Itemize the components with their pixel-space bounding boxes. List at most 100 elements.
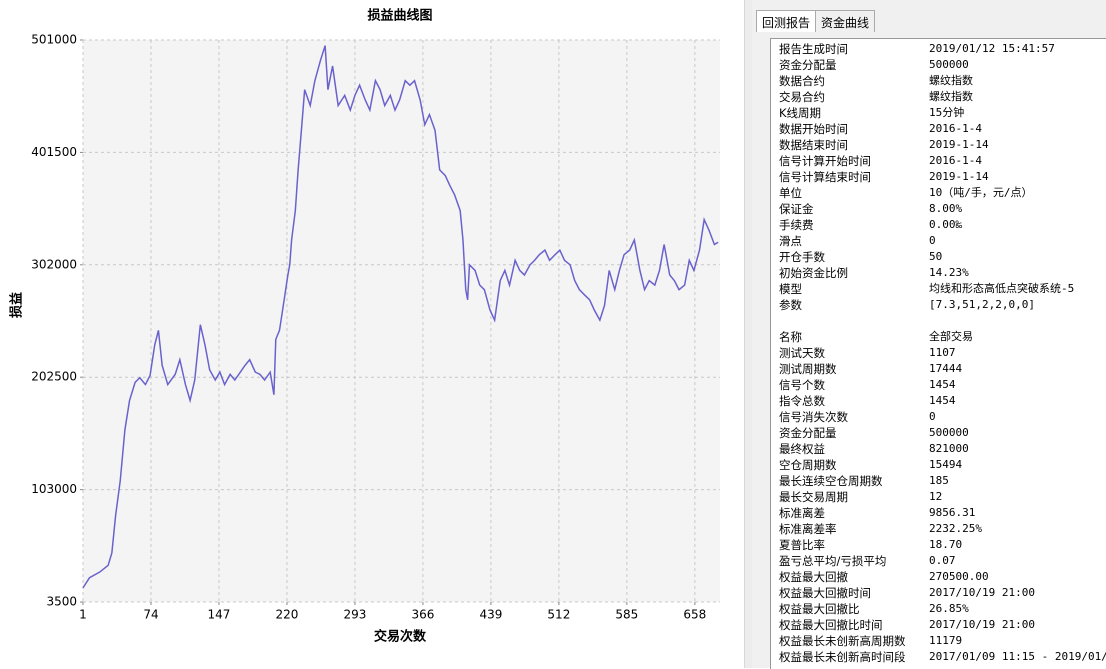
report-value: 螺纹指数	[929, 90, 973, 103]
report-key: 测试天数	[779, 346, 825, 360]
x-axis-label: 交易次数	[374, 629, 427, 645]
report-key: 标准离差	[779, 506, 825, 520]
report-value: 2232.25%	[929, 522, 982, 535]
report-value: 0	[929, 234, 936, 247]
x-tick-label: 293	[343, 608, 366, 622]
splitter[interactable]	[744, 0, 753, 668]
report-key: 数据结束时间	[779, 138, 848, 152]
report-value: [7.3,51,2,2,0,0]	[929, 298, 1035, 311]
report-key: 权益最大回撤比	[779, 602, 860, 616]
report-key: 权益最大回撤时间	[779, 586, 871, 600]
report-key: 单位	[779, 186, 802, 200]
x-tick-label: 1	[79, 608, 87, 622]
report-value: 1107	[929, 346, 956, 359]
report-value: 0	[929, 410, 936, 423]
report-key: 标准离差率	[779, 522, 837, 536]
report-value: 9856.31	[929, 506, 976, 519]
report-value: 2019-1-14	[929, 138, 989, 151]
report-key: 指令总数	[779, 394, 825, 408]
report-value: 0.00‰	[929, 218, 963, 231]
report-key: 最长连续空仓周期数	[779, 474, 883, 488]
report-value: 0.07	[929, 554, 956, 567]
report-key: 报告生成时间	[779, 42, 848, 56]
report-value: 821000	[929, 442, 969, 455]
y-tick-label: 3500	[46, 595, 77, 609]
x-tick-label: 585	[615, 608, 638, 622]
report-list: 报告生成时间 2019/01/12 15:41:57 资金分配量 500000 数据合约…	[770, 38, 1106, 669]
y-tick-label: 103000	[31, 482, 77, 496]
report-value: 螺纹指数	[929, 74, 973, 87]
y-axis-label: 损益	[9, 292, 25, 318]
report-key: 资金分配量	[779, 426, 837, 440]
y-tick-label: 202500	[31, 370, 77, 384]
report-key: 名称	[779, 330, 802, 344]
report-panel: 回测报告 资金曲线 报告生成时间 2019/01/12 15:41:57 资金分配量…	[752, 0, 1106, 669]
report-value: 2017/01/09 11:15 - 2019/01/11	[929, 650, 1106, 663]
report-key: 保证金	[779, 202, 814, 216]
x-tick-label: 147	[208, 608, 231, 622]
chart-title: 损益曲线图	[367, 8, 432, 24]
report-value: 10（吨/手，元/点）	[929, 186, 1033, 199]
report-key: 资金分配量	[779, 58, 837, 72]
tab[interactable]: 资金曲线	[815, 10, 876, 32]
x-tick-label: 439	[479, 608, 502, 622]
report-key: 最终权益	[779, 442, 825, 456]
report-key: 权益最长未创新高时间段	[779, 650, 906, 664]
report-key: 手续费	[779, 218, 814, 232]
report-key: 夏普比率	[779, 538, 825, 552]
tab[interactable]: 回测报告	[756, 10, 817, 32]
report-key: 参数	[779, 298, 802, 312]
report-key: 数据合约	[779, 74, 825, 88]
report-key: 盈亏总平均/亏损平均	[779, 554, 887, 568]
report-key: 滑点	[779, 234, 802, 248]
report-value: 50	[929, 250, 943, 263]
report-value: 2016-1-4	[929, 154, 982, 167]
report-value: 26.85%	[929, 602, 969, 615]
equity-line	[82, 45, 719, 589]
report-value: 2019-1-14	[929, 170, 989, 183]
report-key: 信号计算结束时间	[779, 170, 871, 184]
report-value: 500000	[929, 58, 969, 71]
chart: 损益曲线图 交易次数 损益 3500 103000 202500 302000 4015…	[9, 8, 720, 645]
y-tick-label: 302000	[31, 257, 77, 271]
report-key: 权益最大回撤比时间	[779, 618, 883, 632]
report-key: 信号计算开始时间	[779, 154, 871, 168]
report-value: 2019/01/12 15:41:57	[929, 42, 1055, 55]
report-value: 12	[929, 490, 943, 503]
report-value: 17444	[929, 362, 963, 375]
report-key: 初始资金比例	[779, 266, 848, 280]
report-value: 15分钟	[929, 106, 965, 119]
report-key: 信号个数	[779, 378, 825, 392]
report-key: 权益最大回撤	[779, 570, 848, 584]
report-value: 2017/10/19 21:00	[929, 618, 1035, 631]
report-value: 500000	[929, 426, 969, 439]
x-tick-label: 512	[547, 608, 570, 622]
report-key: 信号消失次数	[779, 410, 848, 424]
x-tick-label: 220	[275, 608, 298, 622]
report-key: 权益最长未创新高周期数	[779, 634, 906, 648]
report-value: 185	[929, 474, 949, 487]
report-value: 11179	[929, 634, 963, 647]
x-tick-label: 366	[411, 608, 434, 622]
x-tick-label: 74	[143, 608, 158, 622]
report-value: 14.23%	[929, 266, 969, 279]
report-value: 18.70	[929, 538, 963, 551]
report-key: 开仓手数	[779, 250, 825, 264]
report-value: 全部交易	[929, 330, 973, 343]
report-key: 交易合约	[779, 90, 825, 104]
report-key: 测试周期数	[779, 362, 837, 376]
report-value: 2017/10/19 21:00	[929, 586, 1035, 599]
report-value: 2016-1-4	[929, 122, 982, 135]
report-value: 8.00%	[929, 202, 963, 215]
report-value: 1454	[929, 394, 956, 407]
x-tick-label: 658	[683, 608, 706, 622]
plot-area	[83, 40, 720, 602]
y-tick-label: 401500	[31, 145, 77, 159]
report-key: K线周期	[779, 106, 822, 120]
report-value: 1454	[929, 378, 956, 391]
report-value: 15494	[929, 458, 963, 471]
report-key: 最长交易周期	[779, 490, 848, 504]
report-value: 270500.00	[929, 570, 989, 583]
y-tick-label: 501000	[31, 33, 77, 47]
